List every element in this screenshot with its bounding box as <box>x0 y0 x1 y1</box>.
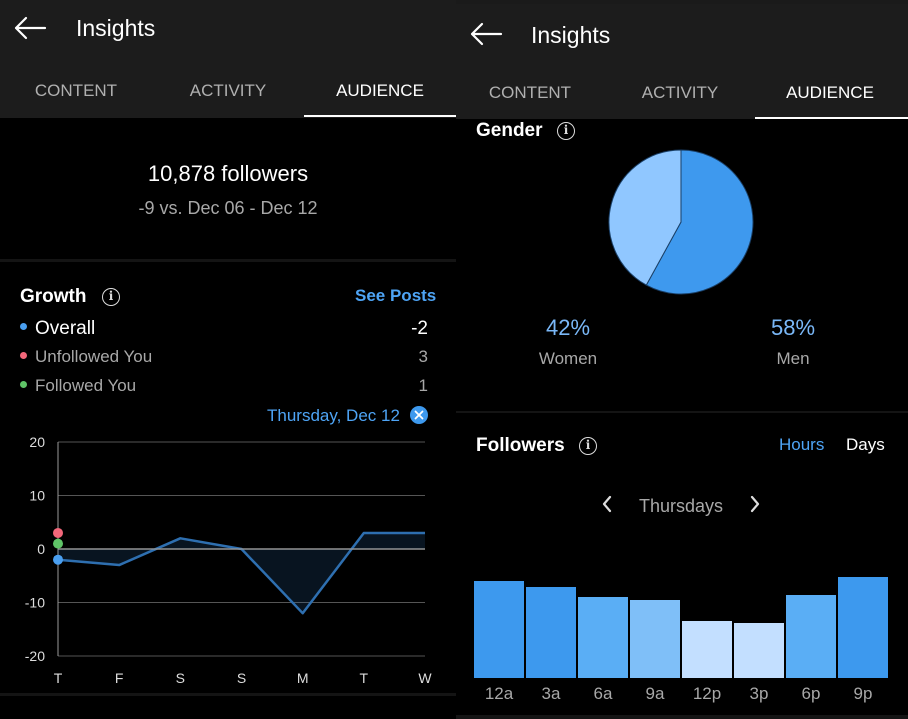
legend-label-followed: Followed You <box>35 376 137 395</box>
right-screen: Insights CONTENT ACTIVITY AUDIENCE Gende… <box>456 0 908 719</box>
x-tick-label: W <box>418 670 432 686</box>
x-tick-label: 9a <box>645 684 665 703</box>
bar-12a[interactable] <box>474 581 524 678</box>
chevron-right-icon[interactable] <box>748 494 762 514</box>
followers-title: Followers <box>476 435 565 456</box>
point-marker <box>53 538 63 549</box>
selected-day-chip[interactable]: Thursday, Dec 12 <box>267 406 400 425</box>
tab-activity[interactable]: ACTIVITY <box>641 83 719 102</box>
active-tab-indicator <box>304 115 456 117</box>
x-tick-label: 12a <box>484 684 514 703</box>
x-tick-label: S <box>237 670 246 686</box>
bar-12p[interactable] <box>682 621 732 678</box>
left-screen: Insights CONTENT ACTIVITY AUDIENCE 10,87… <box>0 0 456 696</box>
y-tick-label: -20 <box>25 648 45 664</box>
hours-toggle[interactable]: Hours <box>779 435 825 454</box>
follower-count: 10,878 followers <box>147 161 309 186</box>
app-bar-right: Insights CONTENT ACTIVITY AUDIENCE <box>456 4 908 119</box>
women-percent: 42% <box>545 315 591 340</box>
page-title: Insights <box>531 22 611 48</box>
info-icon[interactable]: i <box>557 122 575 140</box>
x-tick-label: 6p <box>801 684 821 703</box>
bottom-divider <box>0 693 456 696</box>
legend-dot-unfollowed <box>20 352 27 359</box>
x-tick-label: 9p <box>853 684 873 703</box>
men-percent: 58% <box>770 315 816 340</box>
back-arrow-icon[interactable] <box>469 22 503 46</box>
tab-audience[interactable]: AUDIENCE <box>336 81 424 100</box>
x-tick-label: 3p <box>749 684 769 703</box>
x-tick-label: T <box>54 670 63 686</box>
bar-3p[interactable] <box>734 622 784 678</box>
section-divider <box>0 259 456 262</box>
tab-activity[interactable]: ACTIVITY <box>189 81 267 100</box>
legend-value-overall: -2 <box>411 318 428 339</box>
back-arrow-icon[interactable] <box>13 16 47 40</box>
point-marker <box>53 554 63 565</box>
series-area <box>58 532 425 614</box>
pie-slice-men <box>645 149 754 295</box>
legend-label-overall: Overall <box>35 318 96 339</box>
pie-slice-women <box>608 149 682 286</box>
y-tick-label: 20 <box>29 434 45 450</box>
page-title: Insights <box>76 15 156 41</box>
x-tick-label: 6a <box>593 684 613 703</box>
follower-change: -9 vs. Dec 06 - Dec 12 <box>138 198 318 218</box>
info-icon[interactable]: i <box>102 288 120 306</box>
x-tick-label: T <box>360 670 369 686</box>
bar-6p[interactable] <box>786 595 836 678</box>
y-tick-label: -10 <box>25 595 45 611</box>
days-toggle[interactable]: Days <box>846 435 885 454</box>
x-tick-label: F <box>115 670 124 686</box>
x-tick-label: M <box>297 670 309 686</box>
y-tick-label: 10 <box>29 488 45 504</box>
growth-chart: 20 10 0 -10 -20 T F S S M T W <box>25 434 433 686</box>
app-bar: Insights CONTENT ACTIVITY AUDIENCE <box>0 0 456 118</box>
chevron-left-icon[interactable] <box>600 494 614 514</box>
bar-9p[interactable] <box>838 576 888 678</box>
tab-content[interactable]: CONTENT <box>34 81 118 100</box>
followers-bar-chart <box>474 560 888 678</box>
legend-value-unfollowed: 3 <box>418 347 428 366</box>
close-icon[interactable] <box>410 406 428 424</box>
x-tick-label: 3a <box>541 684 561 703</box>
x-tick-label: S <box>176 670 185 686</box>
day-selector: Thursdays <box>638 496 724 516</box>
gender-pie-chart <box>608 149 754 295</box>
point-marker <box>53 527 63 538</box>
x-tick-label: 12p <box>692 684 722 703</box>
active-tab-indicator <box>755 117 908 119</box>
y-tick-label: 0 <box>37 541 45 557</box>
bar-6a[interactable] <box>578 596 628 678</box>
tab-audience[interactable]: AUDIENCE <box>786 83 874 102</box>
bar-3a[interactable] <box>526 587 576 678</box>
women-label: Women <box>538 349 598 368</box>
tab-content[interactable]: CONTENT <box>488 83 572 102</box>
info-icon[interactable]: i <box>579 437 597 455</box>
legend-label-unfollowed: Unfollowed You <box>35 347 153 366</box>
legend-dot-overall <box>20 323 27 330</box>
legend-value-followed: 1 <box>418 376 428 395</box>
bar-9a[interactable] <box>630 600 680 678</box>
bottom-divider <box>456 715 908 719</box>
men-label: Men <box>776 349 810 368</box>
gender-title: Gender <box>476 120 543 141</box>
section-divider <box>456 411 908 413</box>
followers-bar-labels: 12a 3a 6a 9a 12p 3p 6p 9p <box>474 684 888 706</box>
legend-dot-followed <box>20 381 27 388</box>
growth-title: Growth <box>20 286 87 307</box>
see-posts-link[interactable]: See Posts <box>355 286 437 305</box>
